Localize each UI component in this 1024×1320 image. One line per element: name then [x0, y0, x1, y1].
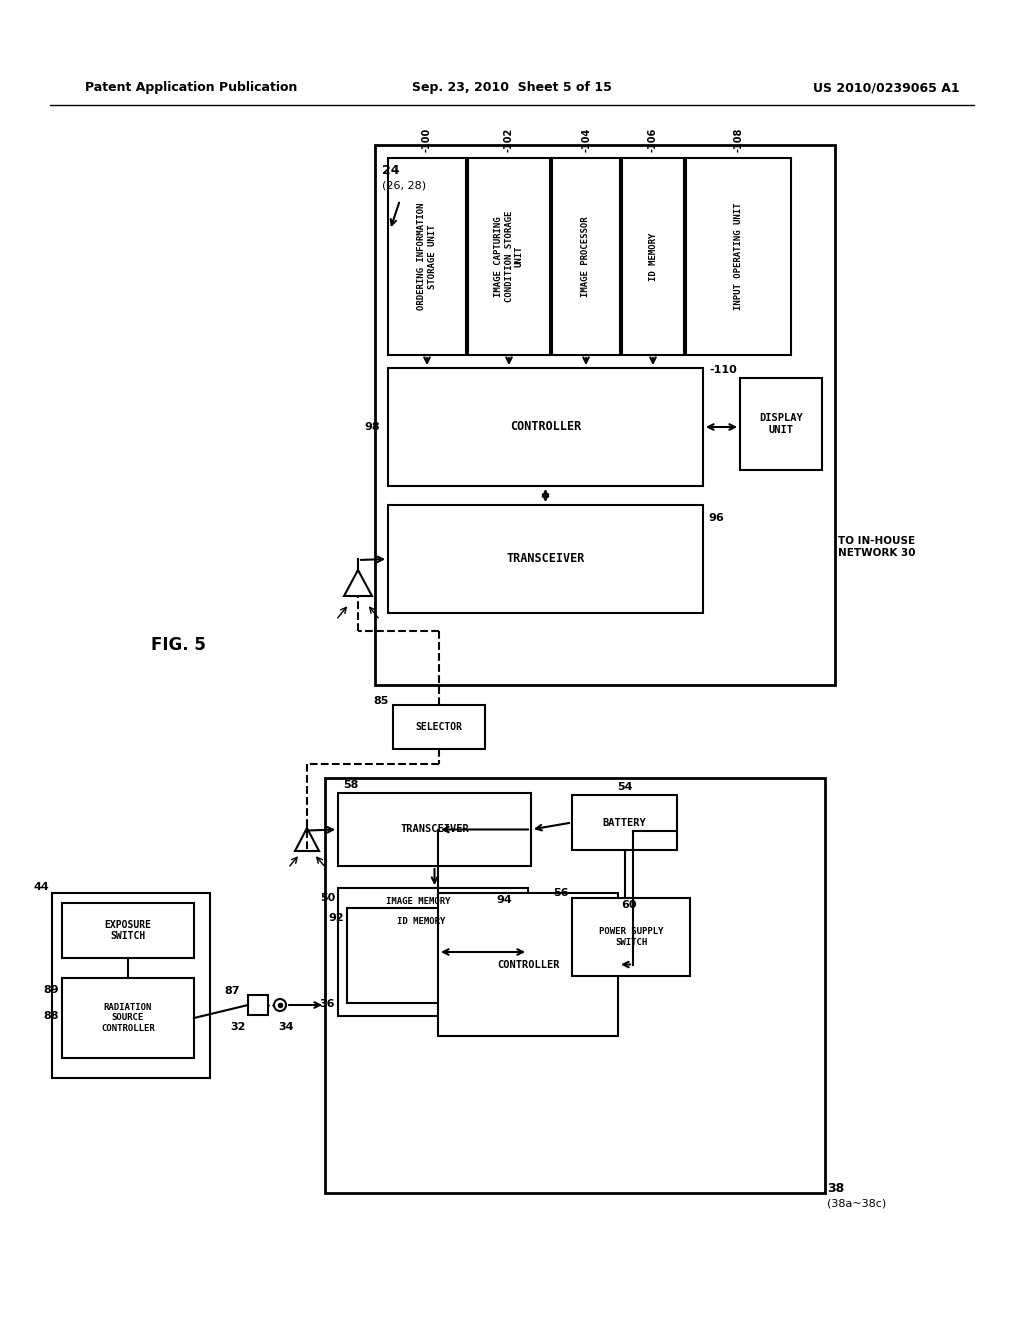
Bar	[393, 705, 485, 748]
Text: EXPOSURE
SWITCH: EXPOSURE SWITCH	[104, 920, 152, 941]
Text: 88: 88	[43, 1011, 59, 1020]
Text: Patent Application Publication: Patent Application Publication	[85, 82, 297, 95]
Text: Sep. 23, 2010  Sheet 5 of 15: Sep. 23, 2010 Sheet 5 of 15	[412, 82, 612, 95]
Text: 34: 34	[278, 1022, 294, 1032]
Text: INPUT OPERATING UNIT: INPUT OPERATING UNIT	[734, 203, 743, 310]
Text: 94: 94	[497, 895, 512, 906]
Text: -106: -106	[648, 128, 658, 152]
Text: TRANSCEIVER: TRANSCEIVER	[506, 553, 585, 565]
Text: POWER SUPPLY
SWITCH: POWER SUPPLY SWITCH	[599, 927, 664, 946]
Bar	[52, 894, 210, 1078]
Text: 89: 89	[43, 985, 59, 995]
Text: 38: 38	[827, 1181, 844, 1195]
Text: FIG. 5: FIG. 5	[151, 636, 206, 653]
Text: 36: 36	[319, 999, 335, 1008]
Text: 98: 98	[365, 422, 380, 432]
Bar	[62, 978, 194, 1059]
Text: 56: 56	[554, 888, 569, 898]
Bar	[375, 145, 835, 685]
Text: DISPLAY
UNIT: DISPLAY UNIT	[759, 413, 803, 434]
Bar	[325, 777, 825, 1193]
Bar	[622, 158, 684, 355]
Text: IMAGE MEMORY: IMAGE MEMORY	[386, 898, 451, 907]
Bar	[248, 995, 268, 1015]
Text: ORDERING INFORMATION
STORAGE UNIT: ORDERING INFORMATION STORAGE UNIT	[418, 203, 436, 310]
Bar	[686, 158, 791, 355]
Bar	[572, 795, 677, 850]
Text: 44: 44	[33, 882, 49, 892]
Text: CONTROLLER: CONTROLLER	[510, 421, 582, 433]
Bar	[62, 903, 194, 958]
Text: ID MEMORY: ID MEMORY	[648, 232, 657, 281]
Text: (38a~38c): (38a~38c)	[827, 1199, 886, 1208]
Text: ID MEMORY: ID MEMORY	[397, 917, 445, 927]
Bar	[388, 368, 703, 486]
Text: SELECTOR: SELECTOR	[416, 722, 463, 733]
Bar	[338, 888, 528, 1016]
Text: 60: 60	[621, 900, 637, 909]
Text: 96: 96	[708, 513, 724, 523]
Text: IMAGE PROCESSOR: IMAGE PROCESSOR	[582, 216, 591, 297]
Bar	[468, 158, 550, 355]
Text: 54: 54	[616, 781, 632, 792]
Bar	[572, 898, 690, 975]
Text: (26, 28): (26, 28)	[382, 180, 426, 190]
Text: TO IN-HOUSE
NETWORK 30: TO IN-HOUSE NETWORK 30	[838, 536, 915, 558]
Text: -102: -102	[504, 128, 514, 152]
Text: 85: 85	[374, 696, 389, 706]
Bar	[552, 158, 620, 355]
Text: -108: -108	[733, 128, 743, 152]
Text: -100: -100	[422, 128, 432, 152]
Bar	[388, 506, 703, 612]
Text: CONTROLLER: CONTROLLER	[497, 960, 559, 969]
Text: 24: 24	[382, 164, 399, 177]
Text: US 2010/0239065 A1: US 2010/0239065 A1	[813, 82, 961, 95]
Text: -104: -104	[581, 128, 591, 152]
Bar	[338, 793, 531, 866]
Text: BATTERY: BATTERY	[603, 817, 646, 828]
Text: TRANSCEIVER: TRANSCEIVER	[400, 825, 469, 834]
Text: IMAGE CAPTURING
CONDITION STORAGE
UNIT: IMAGE CAPTURING CONDITION STORAGE UNIT	[495, 211, 524, 302]
Text: 50: 50	[319, 894, 335, 903]
Bar	[740, 378, 822, 470]
Text: 92: 92	[329, 913, 344, 923]
Text: RADIATION
SOURCE
CONTROLLER: RADIATION SOURCE CONTROLLER	[101, 1003, 155, 1032]
Text: -110: -110	[710, 366, 737, 375]
Text: 32: 32	[230, 1022, 246, 1032]
Bar	[388, 158, 466, 355]
Text: 58: 58	[343, 780, 358, 789]
Text: 87: 87	[224, 986, 240, 997]
Bar	[347, 908, 515, 1003]
Bar	[438, 894, 618, 1036]
